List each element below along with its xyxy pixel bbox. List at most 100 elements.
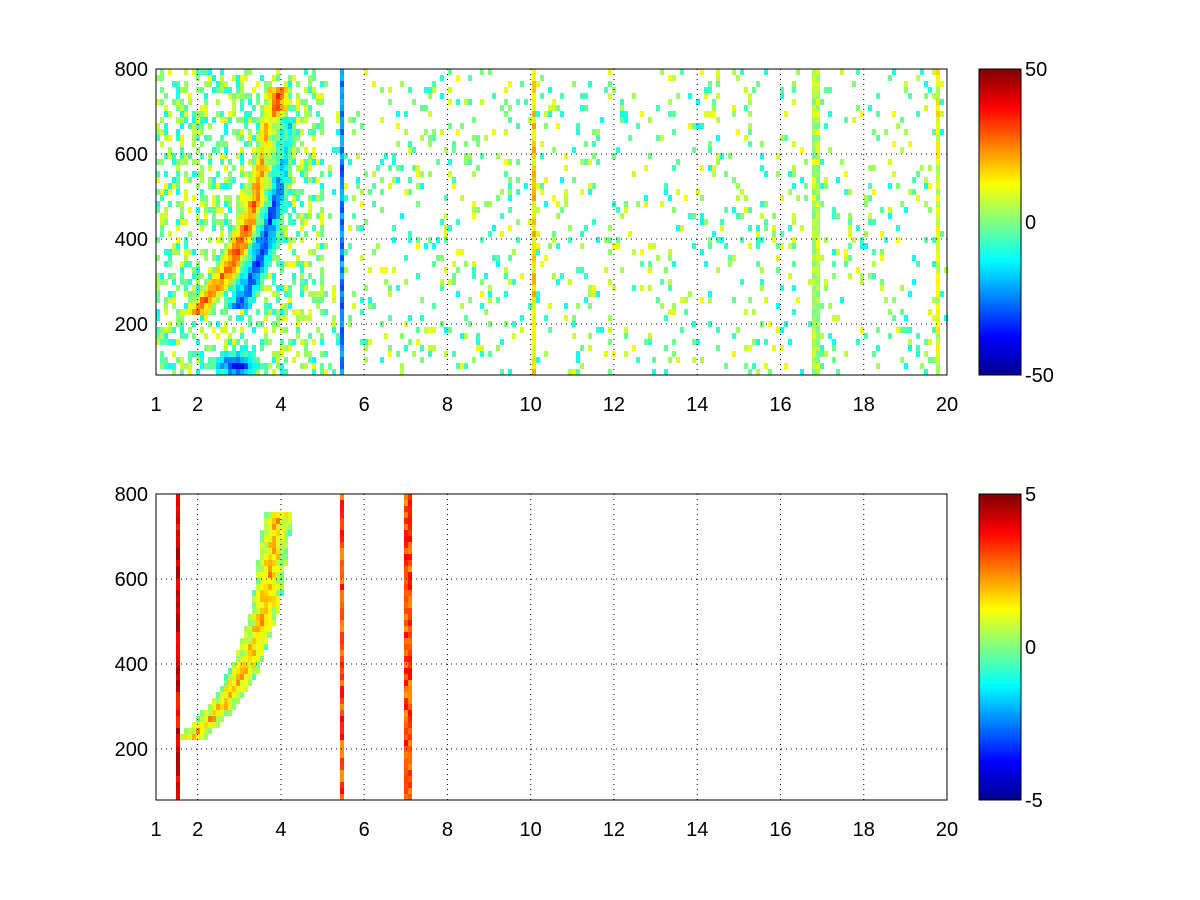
heatmap-cell	[572, 321, 576, 327]
heatmap-cell	[360, 297, 364, 303]
heatmap-cell	[224, 327, 228, 333]
heatmap-cell	[476, 135, 480, 141]
heatmap-cell	[256, 117, 260, 123]
heatmap-cell	[264, 207, 268, 213]
heatmap-cell	[576, 303, 580, 309]
heatmap-cell	[452, 351, 456, 357]
heatmap-cell	[244, 686, 248, 692]
heatmap-cell	[216, 285, 220, 291]
colorbar-tick-label: 50	[1025, 59, 1047, 81]
heatmap-cell	[256, 153, 260, 159]
heatmap-cell	[180, 273, 184, 279]
heatmap-cell	[220, 309, 224, 315]
heatmap-cell	[812, 147, 816, 153]
heatmap-cell	[216, 87, 220, 93]
heatmap-cell	[340, 309, 344, 315]
heatmap-cell	[640, 111, 644, 117]
heatmap-cell	[404, 764, 408, 770]
heatmap-cell	[280, 560, 284, 566]
heatmap-cell	[716, 237, 720, 243]
heatmap-cell	[164, 153, 168, 159]
heatmap-cell	[248, 363, 252, 369]
heatmap-cell	[816, 141, 820, 147]
heatmap-cell	[272, 87, 276, 93]
heatmap-cell	[708, 243, 712, 249]
heatmap-cell	[748, 297, 752, 303]
heatmap-cell	[896, 237, 900, 243]
heatmap-cell	[244, 69, 248, 75]
heatmap-cell	[252, 674, 256, 680]
heatmap-cell	[508, 225, 512, 231]
heatmap-cell	[620, 213, 624, 219]
heatmap-cell	[240, 315, 244, 321]
heatmap-cell	[504, 111, 508, 117]
heatmap-cell	[252, 644, 256, 650]
heatmap-cell	[228, 117, 232, 123]
heatmap-cell	[184, 249, 188, 255]
heatmap-cell	[440, 285, 444, 291]
heatmap-cell	[432, 243, 436, 249]
heatmap-cell	[864, 243, 868, 249]
heatmap-cell	[692, 213, 696, 219]
heatmap-cell	[284, 542, 288, 548]
heatmap-cell	[916, 111, 920, 117]
heatmap-cell	[644, 195, 648, 201]
heatmap-cell	[944, 267, 948, 273]
heatmap-cell	[780, 285, 784, 291]
heatmap-cell	[176, 81, 180, 87]
heatmap-cell	[684, 309, 688, 315]
heatmap-cell	[240, 369, 244, 375]
heatmap-cell	[180, 111, 184, 117]
heatmap-cell	[352, 117, 356, 123]
heatmap-cell	[764, 297, 768, 303]
heatmap-cell	[360, 225, 364, 231]
heatmap-cell	[508, 189, 512, 195]
heatmap-cell	[788, 189, 792, 195]
heatmap-cell	[264, 147, 268, 153]
heatmap-cell	[940, 231, 944, 237]
heatmap-cell	[300, 99, 304, 105]
heatmap-cell	[232, 686, 236, 692]
heatmap-cell	[268, 536, 272, 542]
heatmap-cell	[252, 626, 256, 632]
heatmap-cell	[308, 177, 312, 183]
heatmap-cell	[164, 297, 168, 303]
heatmap-cell	[272, 75, 276, 81]
heatmap-cell	[280, 219, 284, 225]
heatmap-cell	[440, 255, 444, 261]
heatmap-cell	[268, 578, 272, 584]
heatmap-cell	[176, 638, 180, 644]
heatmap-cell	[708, 291, 712, 297]
heatmap-cell	[256, 171, 260, 177]
heatmap-cell	[428, 93, 432, 99]
heatmap-cell	[232, 668, 236, 674]
heatmap-cell	[788, 225, 792, 231]
heatmap-cell	[176, 494, 180, 500]
heatmap-cell	[272, 357, 276, 363]
heatmap-cell	[812, 291, 816, 297]
heatmap-cell	[300, 141, 304, 147]
heatmap-cell	[404, 644, 408, 650]
heatmap-cell	[248, 369, 252, 375]
heatmap-cell	[340, 668, 344, 674]
heatmap-cell	[444, 225, 448, 231]
heatmap-cell	[408, 596, 412, 602]
heatmap-cell	[260, 644, 264, 650]
heatmap-cell	[316, 243, 320, 249]
heatmap-cell	[936, 165, 940, 171]
heatmap-cell	[836, 249, 840, 255]
heatmap-cell	[248, 656, 252, 662]
heatmap-cell	[340, 105, 344, 111]
heatmap-cell	[592, 219, 596, 225]
heatmap-cell	[536, 111, 540, 117]
heatmap-cell	[936, 153, 940, 159]
heatmap-cell	[780, 93, 784, 99]
heatmap-cell	[264, 620, 268, 626]
heatmap-cell	[300, 189, 304, 195]
heatmap-cell	[496, 195, 500, 201]
heatmap-cell	[340, 560, 344, 566]
heatmap-cell	[264, 596, 268, 602]
heatmap-cell	[792, 261, 796, 267]
heatmap-cell	[280, 578, 284, 584]
heatmap-cell	[872, 351, 876, 357]
